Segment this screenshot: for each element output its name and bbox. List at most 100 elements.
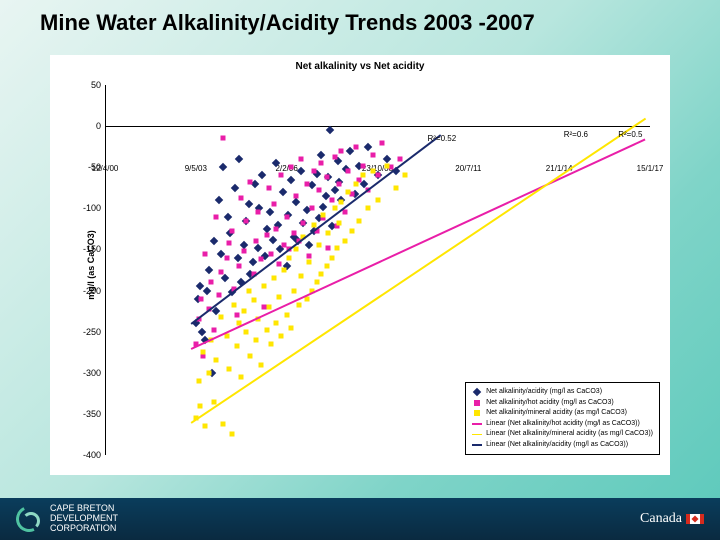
data-point	[234, 344, 239, 349]
data-point	[266, 305, 271, 310]
data-point	[269, 251, 274, 256]
legend-label: Net alkalinity/acidity (mg/l as CaCO3)	[486, 387, 602, 398]
data-point	[382, 155, 390, 163]
x-tick-label: 9/5/03	[185, 164, 207, 173]
legend-label: Linear (Net alkalinity/hot acidity (mg/l…	[486, 419, 640, 430]
data-point	[198, 327, 206, 335]
data-point	[337, 221, 342, 226]
data-point	[375, 173, 380, 178]
legend-label: Linear (Net alkalinity/mineral acidity (…	[486, 429, 653, 440]
data-point	[243, 329, 248, 334]
data-point	[251, 298, 256, 303]
data-point	[366, 206, 371, 211]
data-point	[317, 243, 322, 248]
data-point	[326, 245, 331, 250]
data-point	[223, 212, 231, 220]
data-point	[310, 206, 315, 211]
data-point	[319, 202, 327, 210]
data-point	[332, 206, 337, 211]
data-point	[287, 255, 292, 260]
legend-item: Net alkalinity/hot acidity (mg/l as CaCO…	[472, 398, 653, 409]
data-point	[334, 245, 339, 250]
data-point	[206, 370, 211, 375]
legend-marker	[472, 444, 482, 446]
data-point	[321, 212, 326, 217]
data-point	[231, 184, 239, 192]
data-point	[297, 167, 305, 175]
data-point	[226, 366, 231, 371]
data-point	[264, 232, 269, 237]
legend-marker	[472, 389, 482, 395]
data-point	[380, 140, 385, 145]
data-point	[305, 241, 313, 249]
data-point	[301, 221, 306, 226]
data-point	[332, 155, 337, 160]
x-tick-label: 2/2/06	[276, 164, 298, 173]
data-point	[353, 181, 358, 186]
data-point	[269, 235, 277, 243]
data-point	[202, 251, 207, 256]
data-point	[324, 175, 329, 180]
data-point	[212, 328, 217, 333]
data-point	[219, 314, 224, 319]
data-point	[353, 144, 358, 149]
data-point	[199, 296, 204, 301]
data-point	[235, 155, 243, 163]
data-point	[289, 165, 294, 170]
data-point	[258, 171, 266, 179]
data-point	[266, 208, 274, 216]
legend-marker	[472, 410, 482, 416]
data-point	[221, 136, 226, 141]
y-tick-label: -100	[83, 203, 105, 213]
data-point	[248, 180, 253, 185]
data-point	[209, 280, 214, 285]
data-point	[277, 295, 282, 300]
data-point	[217, 292, 222, 297]
footer-left-line3: CORPORATION	[50, 524, 118, 534]
data-point	[319, 272, 324, 277]
data-point	[293, 194, 298, 199]
data-point	[277, 262, 282, 267]
data-point	[304, 181, 309, 186]
data-point	[364, 142, 372, 150]
legend-marker	[472, 400, 482, 406]
data-point	[281, 268, 286, 273]
y-axis-line	[105, 85, 106, 455]
data-point	[201, 350, 206, 355]
data-point	[287, 175, 295, 183]
data-point	[324, 263, 329, 268]
data-point	[393, 185, 398, 190]
footer-left-logo: CAPE BRETON DEVELOPMENT CORPORATION	[16, 504, 118, 534]
footer-right-logo: Canada	[640, 511, 704, 527]
data-point	[224, 333, 229, 338]
data-point	[360, 163, 365, 168]
data-point	[234, 313, 239, 318]
data-point	[292, 198, 300, 206]
data-point	[210, 237, 218, 245]
data-point	[244, 200, 252, 208]
data-point	[266, 185, 271, 190]
canada-wordmark: Canada	[640, 511, 682, 527]
y-tick-label: -350	[83, 409, 105, 419]
data-point	[370, 169, 375, 174]
data-point	[264, 328, 269, 333]
data-point	[342, 239, 347, 244]
data-point	[261, 284, 266, 289]
data-point	[230, 432, 235, 437]
data-point	[213, 358, 218, 363]
data-point	[311, 222, 316, 227]
data-point	[249, 258, 257, 266]
legend-marker	[472, 434, 482, 436]
data-point	[221, 274, 229, 282]
data-point	[307, 254, 312, 259]
data-point	[360, 173, 365, 178]
data-point	[299, 273, 304, 278]
data-point	[271, 276, 276, 281]
legend-marker	[472, 423, 482, 425]
data-point	[239, 196, 244, 201]
footer-bar: CAPE BRETON DEVELOPMENT CORPORATION Cana…	[0, 498, 720, 540]
data-point	[243, 218, 248, 223]
data-point	[253, 337, 258, 342]
legend: Net alkalinity/acidity (mg/l as CaCO3)Ne…	[465, 382, 660, 455]
data-point	[212, 399, 217, 404]
